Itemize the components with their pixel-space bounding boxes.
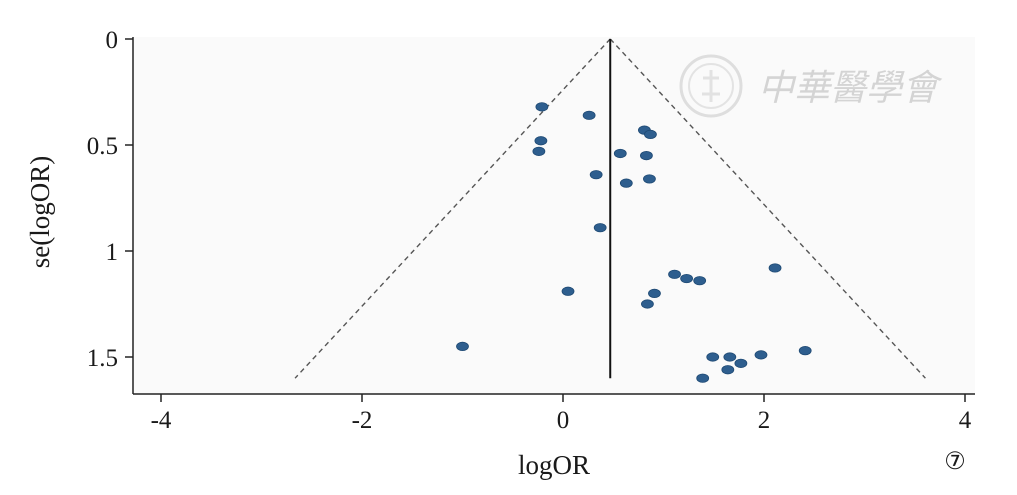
funnel-lines (294, 38, 926, 379)
data-point (754, 350, 768, 360)
data-point (593, 223, 607, 233)
data-point (644, 129, 657, 139)
data-point (680, 273, 694, 284)
data-point (534, 136, 548, 146)
data-point (619, 178, 633, 188)
data-point (723, 352, 737, 362)
data-point (532, 146, 546, 156)
data-point (648, 288, 661, 298)
data-point (721, 365, 735, 375)
seal-icon (679, 54, 743, 118)
x-axis-title: logOR (518, 450, 590, 480)
watermark-text: 中華醫學會 (758, 68, 943, 109)
panel-label: ⑦ (944, 449, 966, 475)
data-point (456, 341, 469, 351)
data-point (641, 299, 654, 309)
y-tick-label: 0.5 (87, 133, 118, 160)
data-point (668, 269, 681, 279)
x-tick-label: 0 (557, 407, 570, 434)
x-tick-label: -4 (151, 407, 172, 434)
y-axis-title: se(logOR) (25, 156, 55, 268)
y-tick-label: 0 (106, 27, 119, 54)
x-tick-label: 4 (959, 407, 972, 434)
data-point (561, 286, 575, 296)
data-point (696, 373, 710, 383)
data-point (768, 263, 782, 273)
plot-background (133, 37, 975, 394)
y-tick-label: 1 (106, 239, 119, 266)
data-point (589, 170, 603, 180)
data-point (643, 174, 656, 184)
data-point (535, 102, 549, 112)
axes (132, 37, 975, 395)
x-ticks: -4 -2 0 2 4 (151, 394, 972, 434)
data-point (734, 358, 748, 368)
data-point (613, 148, 627, 159)
y-tick-label: 1.5 (87, 345, 118, 372)
x-tick-label: 2 (758, 407, 771, 434)
data-point (798, 346, 812, 356)
y-ticks: 0 0.5 1 1.5 (87, 27, 133, 372)
data-point (706, 352, 720, 362)
data-points (456, 102, 812, 383)
data-point (582, 110, 596, 120)
data-point (640, 151, 653, 161)
x-tick-label: -2 (352, 407, 373, 434)
watermark: 中華醫學會 (679, 54, 943, 118)
data-point (693, 276, 707, 286)
